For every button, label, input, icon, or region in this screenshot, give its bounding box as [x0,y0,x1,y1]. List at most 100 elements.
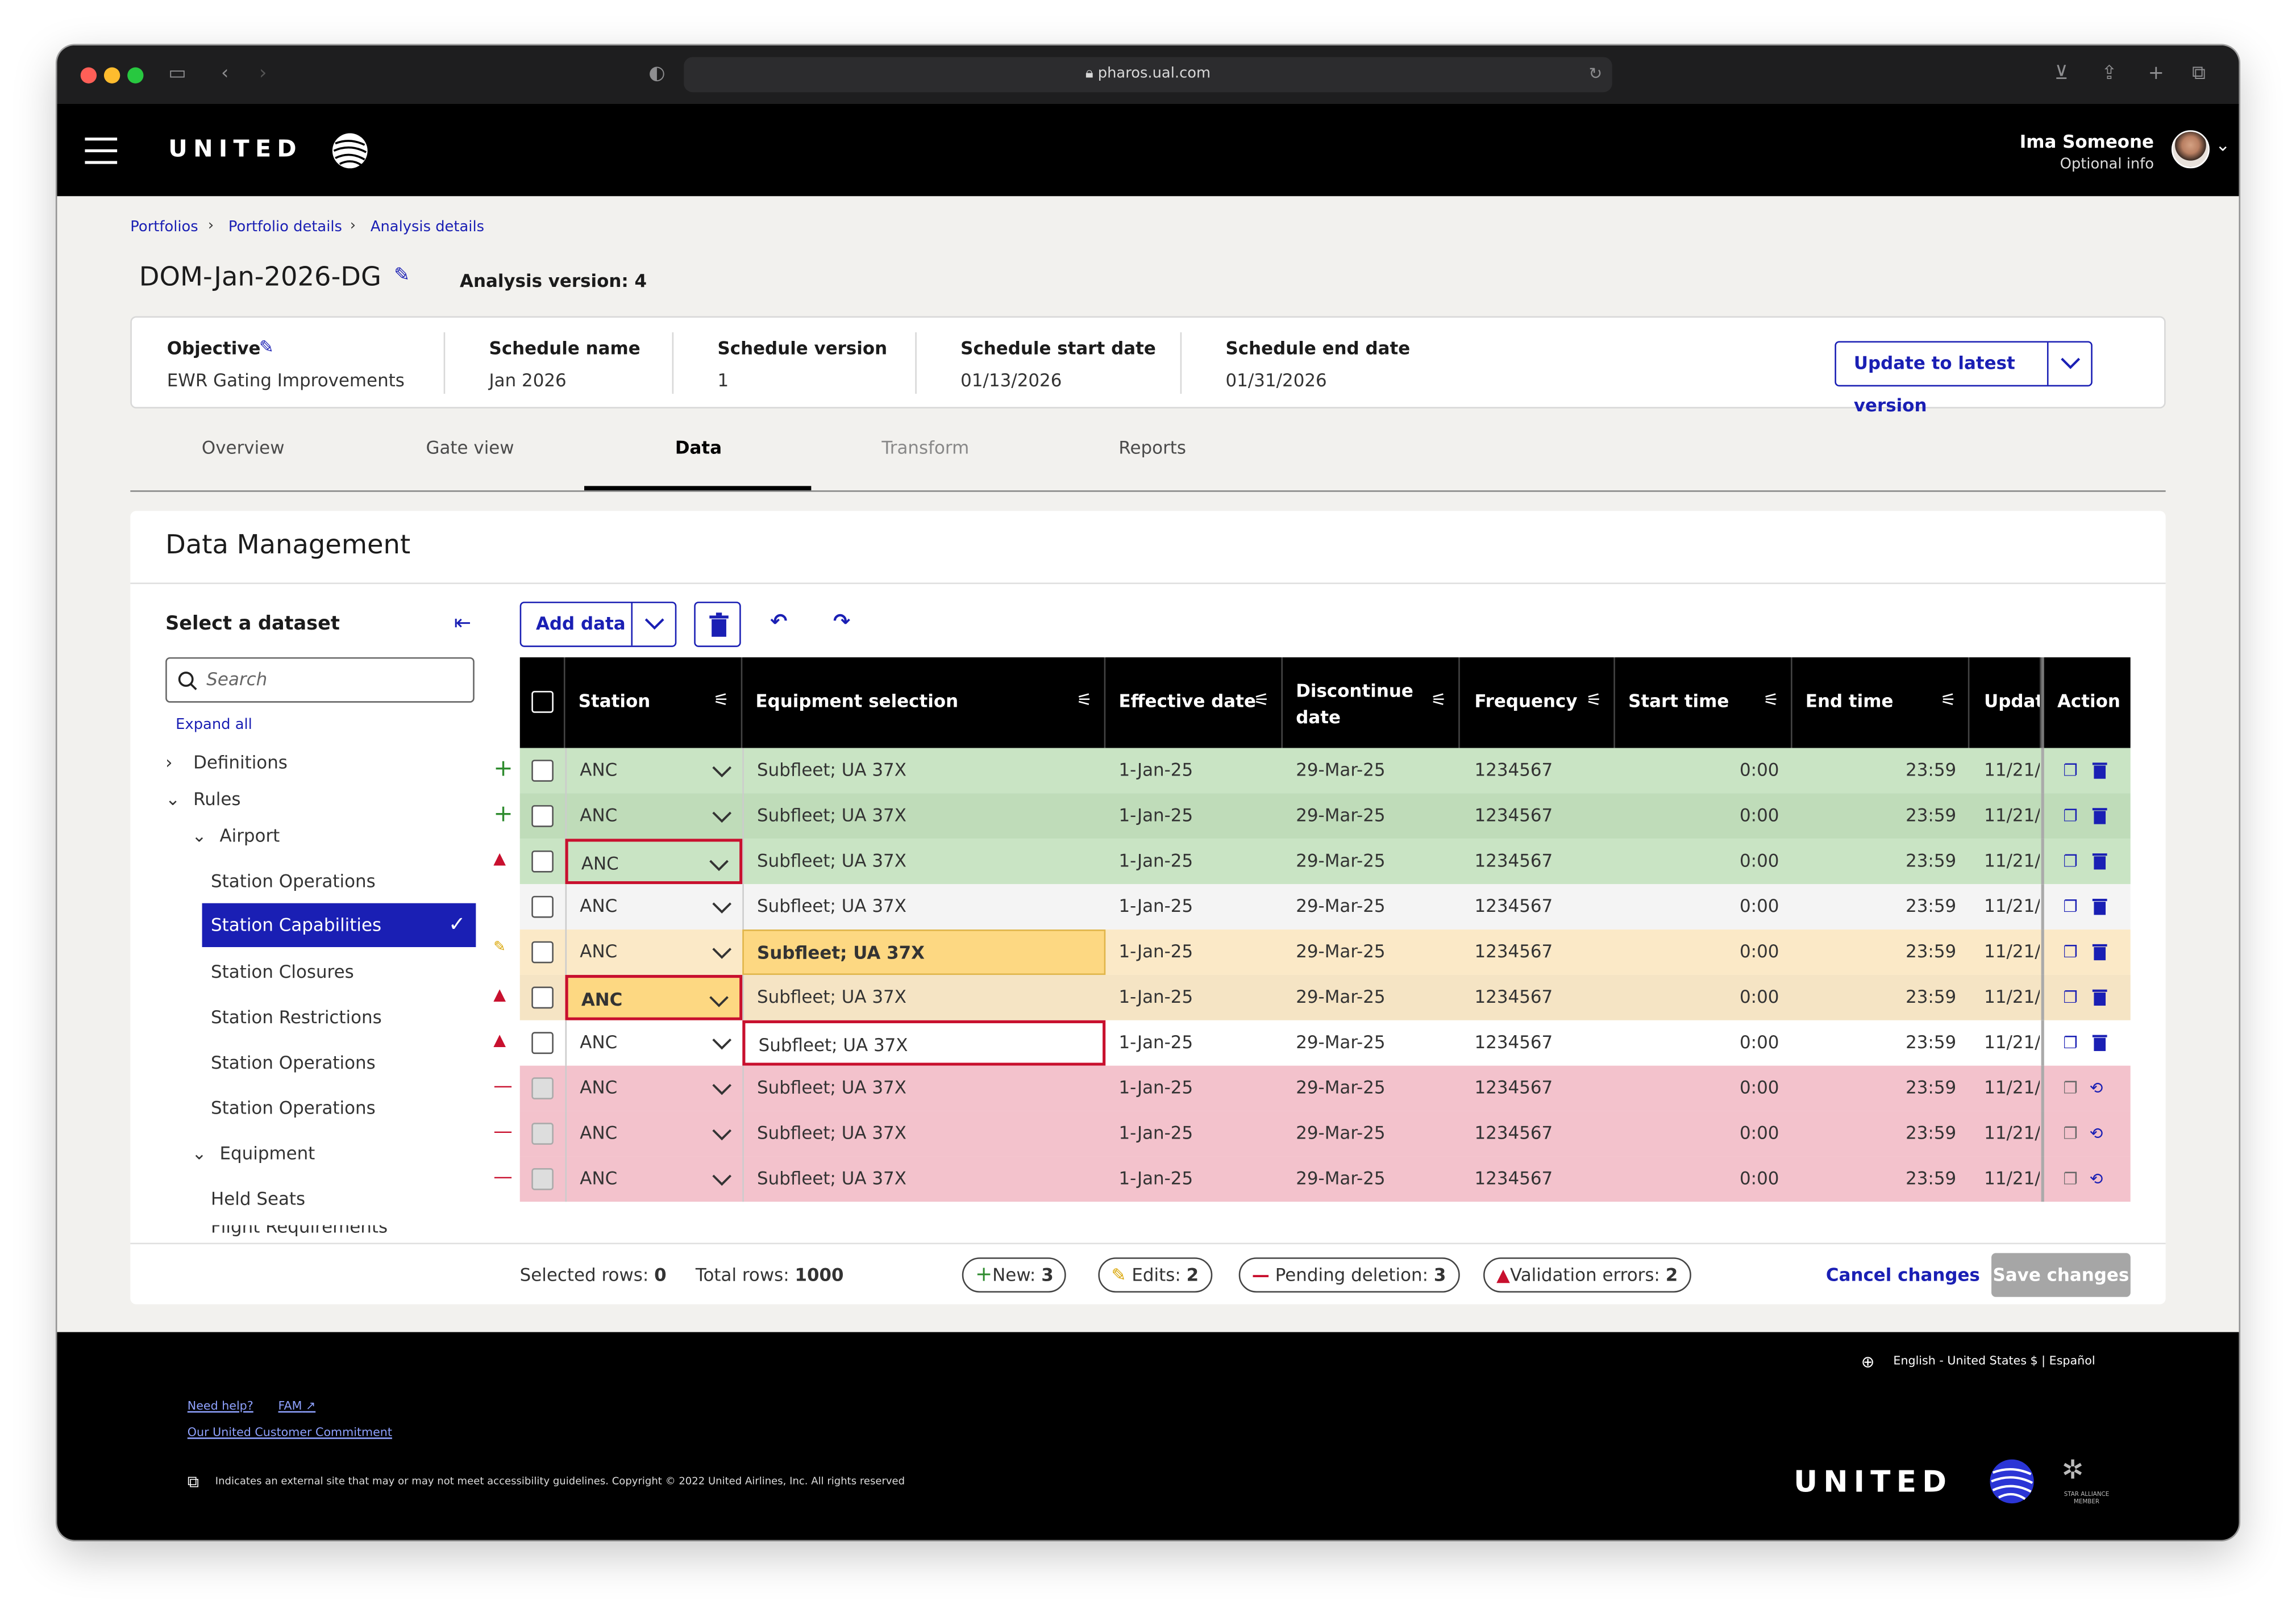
tree-item-station-operations[interactable]: Station Operations [211,871,376,892]
copy-icon[interactable]: ❐ [2063,1033,2078,1053]
undo-icon[interactable]: ↶ [770,610,788,634]
address-bar[interactable]: 🔒︎ pharos.ual.com [684,57,1612,93]
tree-item-equipment[interactable]: ⌄ Equipment [192,1143,315,1164]
station-select[interactable]: ANC [565,929,743,975]
filter-icon[interactable]: ⚟ [1430,689,1447,710]
edits-count-badge[interactable]: ✎ Edits: 2 [1098,1257,1212,1293]
tree-item-rules[interactable]: ⌄ Rules [165,789,240,810]
frequency-cell[interactable]: 1234567 [1474,986,1553,1007]
add-data-button[interactable]: Add data [519,601,677,647]
redo-icon[interactable]: ↷ [833,610,851,634]
station-select[interactable]: ANC [565,1111,743,1157]
table-row[interactable]: ANC Subfleet; UA 37X 1-Jan-25 29-Mar-25 1234… [519,974,2131,1020]
start-time-cell[interactable]: 0:00 [1740,805,1779,826]
tabs-overview-icon[interactable]: ⧉ [2192,62,2206,85]
copy-icon[interactable]: ❐ [2063,761,2078,781]
effective-date-cell[interactable]: 1-Jan-25 [1118,850,1193,872]
table-row[interactable]: ANC Subfleet; UA 37X 1-Jan-25 29-Mar-25 1234… [519,793,2131,839]
end-time-cell[interactable]: 23:59 [1906,895,1957,916]
effective-date-cell[interactable]: 1-Jan-25 [1118,986,1193,1007]
frequency-cell[interactable]: 1234567 [1474,1077,1553,1098]
table-row[interactable]: ANC Subfleet; UA 37X 1-Jan-25 29-Mar-25 1234… [519,748,2131,794]
header-equipment[interactable]: Equipment selection ⚟ [742,657,1106,748]
discontinue-date-cell[interactable]: 29-Mar-25 [1296,805,1386,826]
download-icon[interactable]: ⊻ [2054,62,2069,85]
filter-icon[interactable]: ⚟ [1254,689,1270,710]
copy-icon[interactable]: ❐ [2063,806,2078,826]
table-row[interactable]: ANC Subfleet; UA 37X 1-Jan-25 29-Mar-25 1234… [519,1156,2131,1202]
discontinue-date-cell[interactable]: 29-Mar-25 [1296,1032,1386,1053]
tab-gate-view[interactable]: Gate view [426,437,514,458]
cancel-changes-button[interactable]: Cancel changes [1825,1265,1980,1286]
menu-icon[interactable] [85,137,118,164]
start-time-cell[interactable]: 0:00 [1740,1032,1779,1053]
trash-icon[interactable] [2091,975,2108,1020]
row-checkbox[interactable] [531,805,554,827]
tree-item-definitions[interactable]: › Definitions [165,752,288,773]
table-row[interactable]: ANC Subfleet; UA 37X 1-Jan-25 29-Mar-25 1234… [519,884,2131,930]
edit-title-icon[interactable]: ✎ [394,265,410,287]
customer-commitment-link[interactable]: Our United Customer Commitment [187,1425,392,1439]
copy-icon[interactable]: ❐ [2063,1169,2078,1189]
delete-button[interactable] [694,601,741,647]
end-time-cell[interactable]: 23:59 [1906,1077,1957,1098]
table-row[interactable]: ANC Subfleet; UA 37X 1-Jan-25 29-Mar-25 1234… [519,929,2131,975]
equipment-cell[interactable]: Subfleet; UA 37X [742,748,1105,794]
effective-date-cell[interactable]: 1-Jan-25 [1118,760,1193,781]
station-select[interactable]: ANC [565,884,743,930]
close-window-icon[interactable] [80,67,97,84]
copy-icon[interactable]: ❐ [2063,852,2078,872]
trash-icon[interactable] [2091,793,2108,839]
station-select[interactable]: ANC [565,1156,743,1202]
copy-icon[interactable]: ❐ [2063,1124,2078,1144]
row-checkbox[interactable] [531,850,554,873]
frequency-cell[interactable]: 1234567 [1474,850,1553,872]
row-checkbox[interactable] [531,941,554,964]
tab-reports[interactable]: Reports [1118,437,1187,458]
select-all-checkbox[interactable] [531,691,554,713]
discontinue-date-cell[interactable]: 29-Mar-25 [1296,1168,1386,1189]
row-checkbox[interactable] [531,760,554,782]
trash-icon[interactable] [2091,839,2108,884]
station-select[interactable]: ANC [565,1020,743,1066]
equipment-cell[interactable]: Subfleet; UA 37X [742,793,1105,839]
start-time-cell[interactable]: 0:00 [1740,850,1779,872]
start-time-cell[interactable]: 0:00 [1740,986,1779,1007]
filter-icon[interactable]: ⚟ [1763,689,1779,710]
end-time-cell[interactable]: 23:59 [1906,805,1957,826]
frequency-cell[interactable]: 1234567 [1474,805,1553,826]
end-time-cell[interactable]: 23:59 [1906,1032,1957,1053]
table-row[interactable]: ANC Subfleet; UA 37X 1-Jan-25 29-Mar-25 1234… [519,1020,2131,1066]
equipment-cell[interactable]: Subfleet; UA 37X [742,1065,1105,1111]
effective-date-cell[interactable]: 1-Jan-25 [1118,941,1193,962]
end-time-cell[interactable]: 23:59 [1906,1168,1957,1189]
start-time-cell[interactable]: 0:00 [1740,895,1779,916]
station-select[interactable]: ANC [565,793,743,839]
tab-overview[interactable]: Overview [201,437,285,458]
edit-objective-icon[interactable]: ✎ [259,336,274,357]
share-icon[interactable]: ⇪ [2101,62,2118,85]
frequency-cell[interactable]: 1234567 [1474,895,1553,916]
equipment-cell[interactable]: Subfleet; UA 37X [742,929,1106,975]
station-select[interactable]: ANC [565,1065,743,1111]
row-checkbox[interactable] [531,986,554,1009]
breadcrumb-portfolios[interactable]: Portfolios [130,219,198,236]
restore-icon[interactable]: ⟲ [2089,1169,2103,1189]
effective-date-cell[interactable]: 1-Jan-25 [1118,1168,1193,1189]
frequency-cell[interactable]: 1234567 [1474,1032,1553,1053]
frequency-cell[interactable]: 1234567 [1474,941,1553,962]
breadcrumb-portfolio-details[interactable]: Portfolio details [228,219,342,236]
tree-item-station-operations[interactable]: Station Operations [211,1098,376,1119]
fam-link[interactable]: FAM ↗ [278,1399,316,1412]
discontinue-date-cell[interactable]: 29-Mar-25 [1296,1123,1386,1144]
header-effective-date[interactable]: Effective date ⚟ [1105,657,1283,748]
tree-item-flight-requirements[interactable]: Flight Requirements [211,1225,388,1237]
copy-icon[interactable]: ❐ [2063,1078,2078,1098]
end-time-cell[interactable]: 23:59 [1906,986,1957,1007]
end-time-cell[interactable]: 23:59 [1906,760,1957,781]
avatar[interactable] [2171,130,2210,169]
filter-icon[interactable]: ⚟ [1586,689,1602,710]
effective-date-cell[interactable]: 1-Jan-25 [1118,805,1193,826]
station-select[interactable]: ANC [565,839,743,885]
discontinue-date-cell[interactable]: 29-Mar-25 [1296,1077,1386,1098]
